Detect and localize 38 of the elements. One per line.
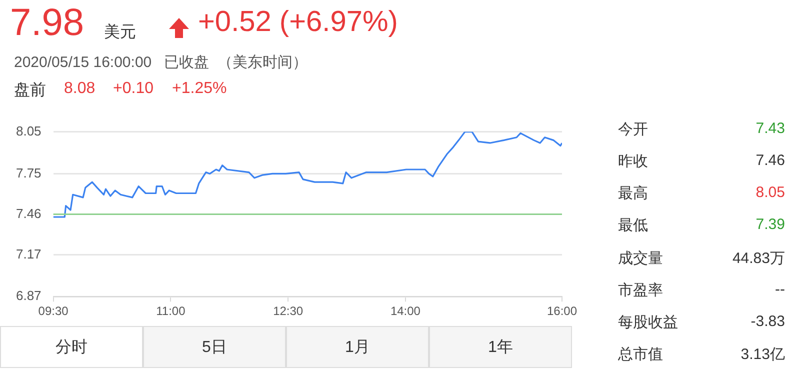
- text: 5日: [202, 338, 227, 358]
- y-tick-label: 7.46: [16, 206, 42, 221]
- text: 今开: [618, 120, 648, 139]
- x-tick-label: 16:00: [546, 304, 578, 318]
- text: 8.05: [754, 184, 785, 201]
- x-tick-label: 11:00: [156, 304, 186, 318]
- text: 3.13亿: [740, 345, 785, 364]
- text: 7.43: [754, 120, 785, 137]
- text: 1月: [345, 338, 370, 358]
- x-tick-label: 12:30: [273, 304, 304, 318]
- text: 成交量: [618, 249, 663, 268]
- y-tick-label: 7.75: [16, 165, 42, 180]
- text: -3.83: [750, 313, 785, 330]
- text: 最高: [618, 184, 648, 203]
- text: 分时: [56, 338, 88, 358]
- text: +0.10: [113, 80, 154, 98]
- text: +0.52 (+6.97%): [198, 6, 398, 39]
- text: 每股收益: [618, 313, 678, 332]
- y-tick-label: 8.05: [16, 123, 42, 138]
- text: 盘前: [14, 81, 46, 101]
- text: 昨收: [618, 152, 648, 171]
- text: 总市值: [618, 345, 663, 364]
- text: 1年: [488, 338, 513, 358]
- text: 市盈率: [618, 281, 663, 300]
- x-tick-label: 14:00: [390, 304, 421, 318]
- x-tick-label: 09:30: [38, 304, 69, 318]
- y-tick-label: 7.17: [16, 246, 42, 262]
- text: +1.25%: [172, 80, 227, 98]
- text: 7.46: [754, 152, 785, 169]
- text: 7.98: [10, 2, 84, 45]
- text: 美元: [104, 22, 136, 43]
- text: --: [774, 281, 785, 298]
- text: 最低: [618, 216, 648, 235]
- text: 2020/05/15 16:00:00 已收盘 （美东时间）: [14, 53, 308, 72]
- y-tick-label: 6.87: [16, 288, 42, 304]
- text: 8.08: [64, 80, 96, 98]
- text: 7.39: [754, 216, 785, 233]
- text: 44.83万: [731, 249, 785, 268]
